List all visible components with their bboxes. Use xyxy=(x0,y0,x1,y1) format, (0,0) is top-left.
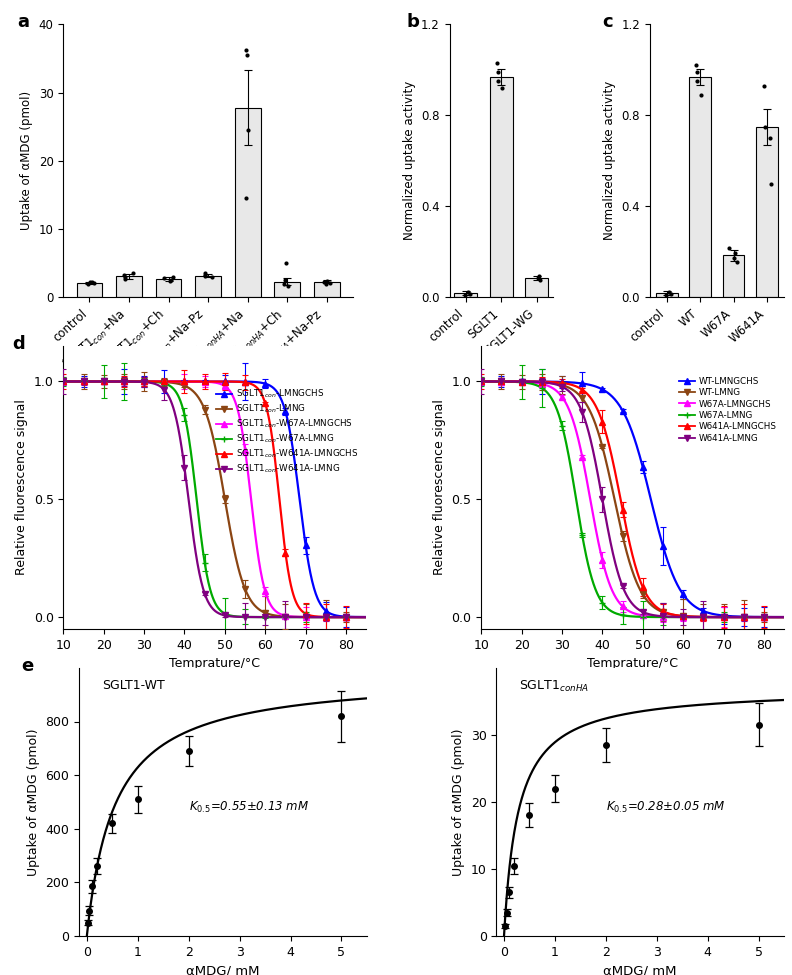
Bar xyxy=(723,255,744,297)
Point xyxy=(758,78,771,94)
Point xyxy=(730,254,743,270)
Point xyxy=(158,270,170,286)
Y-axis label: Uptake of αMDG (pmol): Uptake of αMDG (pmol) xyxy=(452,728,465,876)
Text: $K_{0.5}$=0.28±0.05 mM: $K_{0.5}$=0.28±0.05 mM xyxy=(606,800,725,815)
Point xyxy=(691,73,703,89)
Point xyxy=(723,241,736,256)
Point xyxy=(320,276,333,292)
Point xyxy=(163,273,176,289)
Bar xyxy=(196,276,221,297)
Bar xyxy=(455,292,478,297)
Point xyxy=(165,272,177,288)
Y-axis label: Relative fluorescence signal: Relative fluorescence signal xyxy=(433,400,446,575)
Y-axis label: Relative fluorescence signal: Relative fluorescence signal xyxy=(15,400,28,575)
Point xyxy=(82,277,94,292)
Bar xyxy=(656,292,677,297)
X-axis label: Temprature/°C: Temprature/°C xyxy=(587,657,678,670)
Point xyxy=(758,119,771,135)
Y-axis label: Normalized uptake activity: Normalized uptake activity xyxy=(402,81,416,241)
X-axis label: αMDG/ mM: αMDG/ mM xyxy=(186,964,260,975)
Point xyxy=(318,274,330,290)
Point xyxy=(118,267,131,283)
Point xyxy=(199,268,211,284)
Text: d: d xyxy=(12,334,25,353)
Point xyxy=(279,272,291,289)
Point xyxy=(241,47,253,62)
Legend: SGLT1$_{con}$-LMNGCHS, SGLT1$_{con}$-LMNG, SGLT1$_{con}$-W67A-LMNGCHS, SGLT1$_{c: SGLT1$_{con}$-LMNGCHS, SGLT1$_{con}$-LMN… xyxy=(213,384,362,479)
Point xyxy=(459,288,471,303)
Point xyxy=(662,284,675,299)
Text: a: a xyxy=(17,14,29,31)
Point xyxy=(242,123,254,138)
Point xyxy=(534,272,546,289)
Bar xyxy=(156,279,181,297)
X-axis label: Temprature/°C: Temprature/°C xyxy=(169,657,261,670)
Text: SGLT1$_{conHA}$: SGLT1$_{conHA}$ xyxy=(520,679,589,693)
Point xyxy=(531,271,544,287)
Bar xyxy=(274,282,300,297)
Point xyxy=(463,287,476,302)
Point xyxy=(664,287,677,302)
Bar xyxy=(314,282,340,297)
Point xyxy=(86,275,98,291)
Point xyxy=(199,267,211,283)
Point xyxy=(280,255,292,271)
Point xyxy=(127,265,139,281)
Point xyxy=(729,246,742,261)
Bar xyxy=(77,283,102,297)
Point xyxy=(496,80,508,96)
Bar xyxy=(756,127,778,297)
Point xyxy=(282,279,295,294)
Point xyxy=(199,265,211,281)
Point xyxy=(763,131,776,146)
Point xyxy=(462,284,474,299)
Point xyxy=(532,269,545,285)
Bar xyxy=(235,107,261,297)
Point xyxy=(691,64,703,80)
Text: SGLT1-WT: SGLT1-WT xyxy=(102,679,165,691)
Point xyxy=(690,58,703,73)
Point xyxy=(277,276,290,292)
Y-axis label: Normalized uptake activity: Normalized uptake activity xyxy=(603,81,615,241)
Point xyxy=(765,176,778,191)
Point xyxy=(491,56,504,71)
Point xyxy=(119,269,131,285)
Point xyxy=(321,273,333,289)
Y-axis label: Uptake of αMDG (pmol): Uptake of αMDG (pmol) xyxy=(27,728,40,876)
Point xyxy=(167,269,180,285)
Text: e: e xyxy=(21,657,34,675)
X-axis label: αMDG/ mM: αMDG/ mM xyxy=(604,964,677,975)
Bar xyxy=(489,77,512,297)
Point xyxy=(728,250,741,265)
Point xyxy=(119,271,131,287)
Point xyxy=(323,275,336,291)
Point xyxy=(239,43,252,58)
Point xyxy=(695,87,707,102)
Text: c: c xyxy=(603,14,613,31)
Y-axis label: Uptake of αMDG (pmol): Uptake of αMDG (pmol) xyxy=(21,92,33,230)
Bar xyxy=(689,77,711,297)
Point xyxy=(205,269,218,285)
Point xyxy=(88,275,101,291)
Text: $K_{0.5}$=0.55±0.13 mM: $K_{0.5}$=0.55±0.13 mM xyxy=(188,800,309,815)
Legend: WT-LMNGCHS, WT-LMNG, W67A-LMNGCHS, W67A-LMNG, W641A-LMNGCHS, W641A-LMNG: WT-LMNGCHS, WT-LMNG, W67A-LMNGCHS, W67A-… xyxy=(676,373,779,447)
Point xyxy=(659,288,672,303)
Bar xyxy=(116,276,142,297)
Point xyxy=(492,64,505,80)
Point xyxy=(84,274,97,290)
Bar xyxy=(525,278,548,297)
Text: b: b xyxy=(406,14,419,31)
Point xyxy=(239,191,252,207)
Point xyxy=(492,73,505,89)
